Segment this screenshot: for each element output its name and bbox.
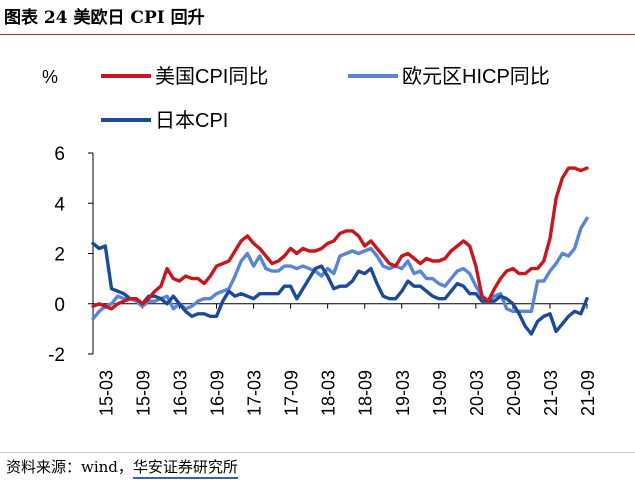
y-tick-label: 6 <box>54 144 65 165</box>
x-tick-label: 19-09 <box>430 370 450 416</box>
y-tick-label: 2 <box>54 245 65 266</box>
legend-label-0: 美国CPI同比 <box>155 65 268 88</box>
x-tick-label: 15-03 <box>96 370 116 416</box>
x-tick-label: 21-03 <box>541 370 561 416</box>
title-divider <box>0 34 635 35</box>
x-tick-label: 18-03 <box>319 370 339 416</box>
x-tick-label: 16-09 <box>208 370 228 416</box>
x-tick-label: 16-03 <box>170 370 190 416</box>
series-line-1 <box>91 216 589 321</box>
y-tick-label: -2 <box>48 345 65 366</box>
y-tick-label: 0 <box>54 295 65 316</box>
source-prefix: 资料来源：wind， <box>6 458 133 476</box>
x-tick-label: 15-09 <box>133 370 153 416</box>
x-tick-label: 19-03 <box>393 370 413 416</box>
x-tick-label: 20-03 <box>467 370 487 416</box>
series-line-2 <box>91 241 589 336</box>
series-line-0 <box>91 166 589 311</box>
source-note: 资料来源：wind，华安证券研究所 <box>6 456 238 479</box>
y-axis-unit: % <box>42 67 58 87</box>
x-tick-label: 20-09 <box>504 370 524 416</box>
x-tick-label: 17-03 <box>245 370 265 416</box>
x-tick-label: 18-09 <box>356 370 376 416</box>
legend-label-2: 日本CPI <box>155 109 228 132</box>
source-organization: 华安证券研究所 <box>132 458 238 479</box>
figure-title: 图表 24 美欧日 CPI 回升 <box>4 8 205 28</box>
x-tick-label: 17-09 <box>282 370 302 416</box>
legend-label-1: 欧元区HICP同比 <box>402 65 550 88</box>
x-tick-label: 21-09 <box>578 370 598 416</box>
y-tick-label: 4 <box>54 194 65 215</box>
source-divider <box>0 452 635 453</box>
